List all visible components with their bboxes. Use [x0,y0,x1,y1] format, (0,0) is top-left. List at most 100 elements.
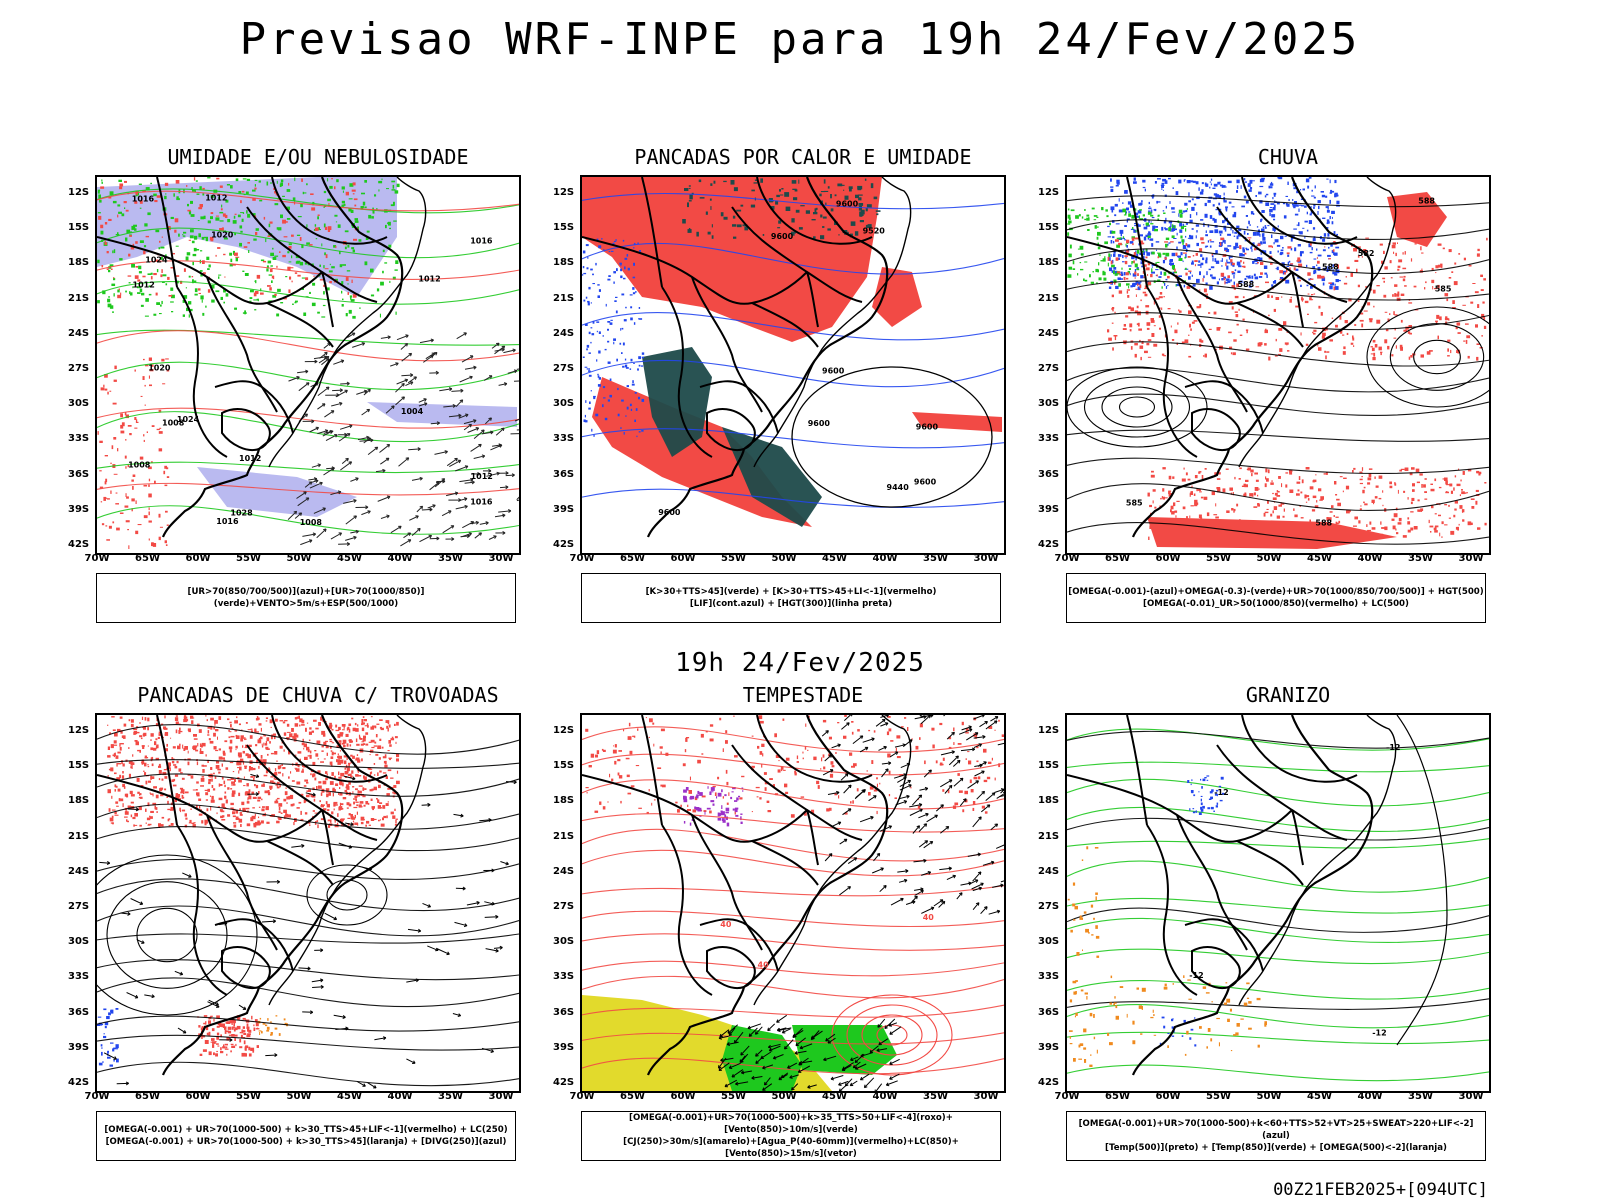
field-speckle [1394,284,1398,287]
field-speckle [224,1043,228,1046]
field-speckle [272,247,274,250]
field-speckle [306,722,309,724]
field-speckle [1314,505,1319,509]
field-speckle [158,733,163,736]
field-speckle [286,189,291,192]
field-speckle [629,403,632,407]
field-speckle [874,787,878,792]
field-speckle [270,1032,273,1035]
field-speckle [1322,282,1325,286]
field-speckle [1397,291,1400,296]
field-speckle [213,1018,215,1022]
wind-arrowhead [490,430,494,435]
field-speckle [221,757,225,760]
field-speckle [1133,177,1136,181]
field-speckle [321,243,323,247]
field-speckle [277,288,281,292]
field-speckle [1363,486,1366,489]
field-speckle [216,1050,218,1053]
field-speckle [1293,508,1295,511]
field-speckle [1381,260,1385,264]
field-speckle [245,744,248,748]
field-speckle [1298,476,1301,480]
field-speckle [337,734,341,738]
field-speckle [306,781,309,784]
field-speckle [288,261,292,263]
field-speckle [150,757,153,762]
field-speckle [1147,237,1149,240]
field-speckle [630,306,633,309]
wind-vector [486,472,500,477]
wind-vector [174,970,183,975]
field-speckle [228,746,233,750]
field-speckle [1171,339,1175,341]
field-speckle [327,178,329,182]
lat-axis: 12S 15S 18S 21S 24S 27S 30S 33S 36S 39S 42S [553,175,583,551]
field-speckle [1254,248,1257,251]
field-speckle [820,191,826,193]
field-speckle [253,238,257,241]
field-speckle [1335,494,1338,496]
field-speckle [388,221,391,226]
wind-vector [513,380,519,382]
field-speckle [1254,295,1257,297]
field-speckle [1255,479,1259,482]
field-speckle [191,276,194,278]
field-speckle [1192,255,1195,257]
field-speckle [321,730,326,735]
field-speckle [320,818,325,821]
field-area [97,177,397,297]
field-speckle [276,786,280,789]
field-speckle [726,781,729,786]
contour-label: 588 [1322,263,1339,272]
field-speckle [146,431,148,433]
field-speckle [1287,246,1292,249]
field-speckle [203,1022,206,1025]
field-speckle [1281,502,1285,505]
field-speckle [354,204,357,207]
field-speckle [1148,207,1152,210]
field-speckle [620,427,622,429]
wind-vector [449,459,461,468]
field-speckle [1212,257,1214,262]
field-speckle [344,246,347,250]
field-speckle [188,211,192,215]
lat-axis: 12S 15S 18S 21S 24S 27S 30S 33S 36S 39S 42S [1038,175,1068,551]
field-speckle [138,292,141,294]
lat-tick-label: 27S [553,901,575,912]
field-speckle [1288,199,1290,201]
field-speckle [194,190,196,193]
field-speckle [1138,215,1140,219]
field-speckle [1228,255,1233,258]
field-speckle [781,188,784,190]
field-speckle [354,220,359,223]
field-speckle [149,815,151,817]
field-speckle [137,279,141,282]
field-speckle [183,295,188,299]
field-speckle [1226,265,1229,270]
wind-arrowhead [429,507,433,512]
field-speckle [1316,500,1318,503]
field-speckle [1185,243,1188,246]
wind-arrowhead [276,879,280,884]
field-speckle [1129,329,1132,332]
field-speckle [1365,286,1368,288]
field-speckle [1280,251,1284,255]
field-speckle [1228,201,1232,204]
field-speckle [1154,506,1157,509]
wind-vector [451,390,464,392]
field-speckle [632,292,636,295]
field-speckle [585,787,589,789]
field-speckle [1091,207,1095,210]
field-speckle [201,764,204,767]
field-speckle [1230,279,1232,282]
field-speckle [1293,267,1296,271]
field-speckle [170,823,174,826]
field-speckle [688,228,691,230]
field-speckle [164,748,168,752]
field-speckle [314,224,317,227]
field-speckle [1350,272,1353,277]
field-speckle [233,215,236,219]
field-speckle [1161,496,1163,499]
field-speckle [363,775,365,779]
